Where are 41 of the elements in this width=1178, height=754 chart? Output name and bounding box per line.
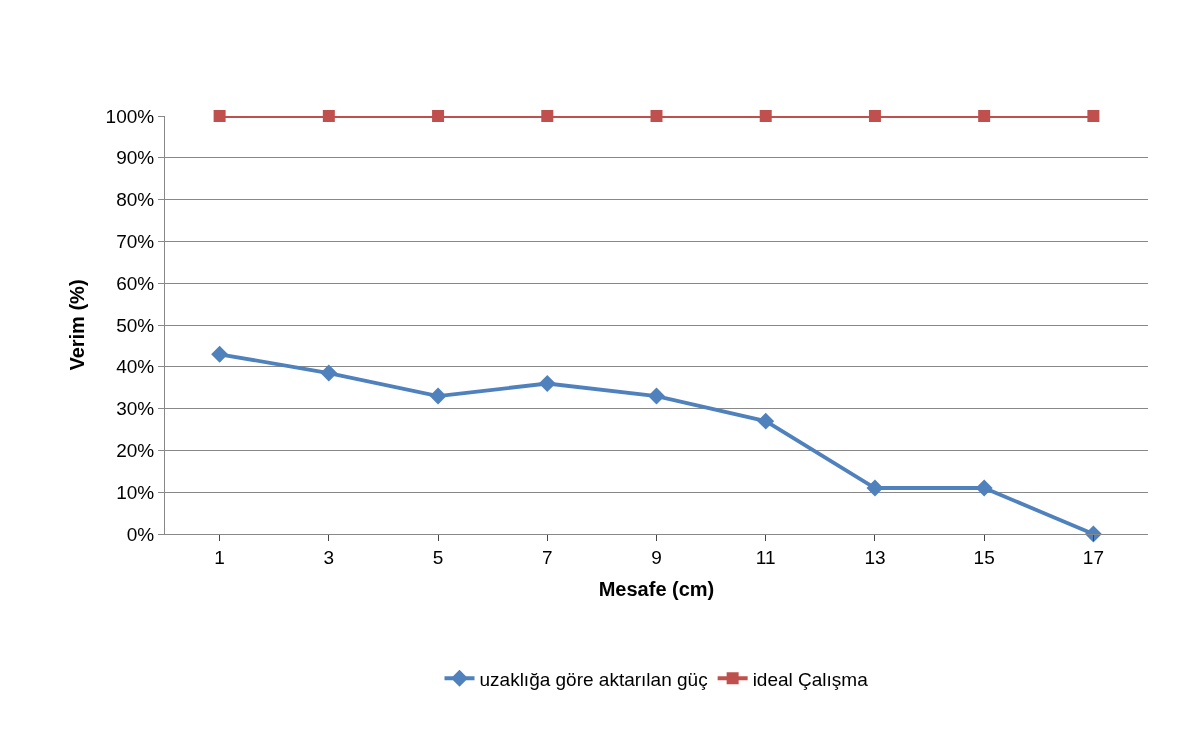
point: [213, 110, 226, 122]
y-tick-label: 20%: [116, 440, 155, 462]
point: [650, 110, 663, 122]
x-axis-title: Mesafe (cm): [598, 578, 715, 601]
point: [432, 110, 445, 122]
point: [320, 364, 338, 382]
y-tick-label: 70%: [116, 231, 155, 253]
y-tick-label: 100%: [105, 105, 155, 127]
point: [322, 110, 335, 122]
x-tick-label: 3: [323, 546, 335, 568]
y-tick-label: 40%: [116, 356, 155, 378]
x-tick-label: 9: [651, 546, 662, 568]
y-tick-label: 80%: [116, 189, 155, 211]
point: [978, 110, 991, 122]
legend-label: ideal Çalışma: [752, 668, 869, 690]
point: [759, 110, 772, 122]
point: [866, 479, 884, 497]
point: [429, 387, 447, 405]
y-tick-label: 10%: [116, 481, 155, 503]
point: [538, 375, 556, 392]
x-tick-label: 17: [1082, 546, 1104, 568]
point: [648, 387, 665, 405]
x-tick-label: 7: [541, 546, 553, 568]
x-tick-label: 15: [973, 546, 995, 568]
y-tick-label: 60%: [116, 272, 155, 294]
x-tick-label: 1: [214, 546, 225, 568]
y-tick-label: 30%: [116, 398, 155, 420]
y-tick-label: 0%: [126, 523, 155, 545]
point: [868, 110, 881, 122]
y-tick-label: 50%: [116, 314, 155, 336]
point: [211, 345, 229, 363]
x-tick-label: 13: [864, 546, 886, 568]
y-axis-title: Verim (%): [66, 279, 89, 371]
point: [975, 479, 993, 497]
x-tick-label: 11: [755, 546, 776, 568]
legend-label: uzaklığa göre aktarılan güç: [479, 668, 708, 690]
point: [757, 412, 775, 430]
point: [1087, 110, 1100, 122]
y-tick-label: 90%: [116, 147, 155, 169]
point: [541, 110, 554, 122]
x-tick-label: 5: [432, 546, 444, 568]
